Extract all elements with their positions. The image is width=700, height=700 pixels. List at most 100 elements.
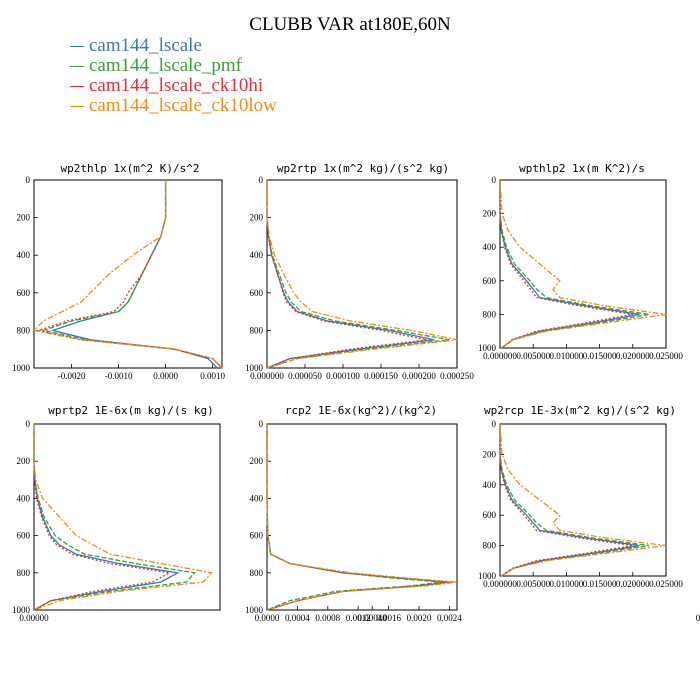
x-tick-label: 0.020000	[616, 579, 650, 589]
y-tick-label: 200	[17, 213, 31, 223]
x-tick-label: 0.000000	[250, 371, 284, 381]
x-tick-label: 0.0000	[153, 371, 178, 381]
x-tick-label: 0.025000	[649, 579, 683, 589]
y-tick-label: 1000	[12, 605, 31, 615]
series-line	[50, 180, 218, 369]
y-tick-label: 0	[492, 175, 497, 185]
series-line	[33, 424, 213, 611]
x-tick-label: 0.0024	[437, 613, 462, 623]
x-tick-label: 0.015000	[583, 351, 617, 361]
x-tick-label: 0.000100	[326, 371, 360, 381]
panel-title: wp2rcp 1E-3x(m^2 kg)/(s^2 kg)	[484, 404, 676, 417]
x-tick-label: 0.0016	[376, 613, 401, 623]
x-tick-label: 0.0000	[255, 613, 280, 623]
y-tick-label: 200	[250, 456, 264, 466]
x-tick-label: 0.010000	[550, 351, 584, 361]
x-tick-label: 0.00040	[358, 613, 388, 623]
y-tick-label: 600	[17, 288, 31, 298]
plot-frame	[266, 179, 458, 369]
plot-frame	[33, 423, 221, 611]
series-line	[499, 180, 640, 349]
x-tick-label: 0.020000	[616, 351, 650, 361]
series-line	[266, 424, 450, 611]
series-line	[32, 180, 223, 369]
y-tick-label: 800	[17, 568, 31, 578]
series-line	[33, 424, 180, 611]
series-line	[499, 180, 650, 349]
plot-frame	[499, 179, 667, 349]
x-tick-label: -0.0010	[105, 371, 133, 381]
x-tick-label: 0.010000	[550, 579, 584, 589]
plot-frame	[266, 423, 458, 611]
series-line	[266, 424, 442, 611]
series-line	[499, 424, 633, 577]
x-tick-label: 0.0012	[346, 613, 371, 623]
y-tick-label: 1000	[245, 363, 264, 373]
x-tick-label: 0.005000	[516, 351, 550, 361]
x-tick-label: 0.000000	[483, 351, 517, 361]
x-tick-label: -0.0020	[58, 371, 86, 381]
legend-label: cam144_lscale_ck10hi	[89, 75, 264, 96]
y-tick-label: 600	[17, 531, 31, 541]
y-tick-label: 600	[250, 531, 264, 541]
panel-title: wprtp2 1E-6x(m kg)/(s kg)	[48, 404, 214, 417]
x-tick-label: 0.0004	[285, 613, 310, 623]
y-tick-label: 0	[259, 175, 264, 185]
y-tick-label: 1000	[245, 605, 264, 615]
panel-title: wp2thlp 1x(m^2 K)/s^2	[60, 162, 199, 175]
legend-item-cam144-lscale-ck10hi: cam144_lscale_ck10hi	[70, 76, 277, 96]
y-tick-label: 0	[26, 175, 31, 185]
y-tick-label: 200	[483, 209, 497, 219]
x-tick-label: 0.000250	[440, 371, 474, 381]
legend-swatch	[70, 66, 84, 68]
series-line	[36, 180, 223, 369]
y-tick-label: 200	[17, 456, 31, 466]
y-tick-label: 1000	[12, 363, 31, 373]
y-tick-label: 800	[250, 568, 264, 578]
legend: cam144_lscale cam144_lscale_pmf cam144_l…	[70, 36, 277, 116]
y-tick-label: 600	[483, 276, 497, 286]
series-line	[266, 180, 427, 369]
y-tick-label: 0	[492, 419, 497, 429]
x-tick-label: 0.000150	[364, 371, 398, 381]
x-tick-label: 0.000000	[483, 579, 517, 589]
legend-label: cam144_lscale	[89, 35, 202, 56]
page-title: CLUBB VAR at180E,60N	[249, 14, 451, 35]
x-tick-label: 0.0020	[407, 613, 432, 623]
y-tick-label: 0	[259, 419, 264, 429]
legend-label: cam144_lscale_pmf	[89, 55, 243, 76]
legend-swatch	[70, 46, 84, 48]
y-tick-label: 800	[250, 325, 264, 335]
x-tick-label: 0.005000	[516, 579, 550, 589]
y-tick-label: 0	[26, 419, 31, 429]
y-tick-label: 200	[483, 449, 497, 459]
plot-frame	[33, 179, 223, 369]
legend-swatch	[70, 106, 84, 108]
y-tick-label: 1000	[478, 343, 497, 353]
x-tick-label: 0.000050	[288, 371, 322, 381]
y-tick-label: 200	[250, 213, 264, 223]
series-line	[499, 423, 667, 577]
series-line	[499, 424, 650, 577]
x-tick-label: 0.000200	[402, 371, 436, 381]
legend-label: cam144_lscale_ck10low	[89, 95, 277, 116]
series-line	[266, 180, 435, 369]
series-line	[499, 180, 633, 349]
series-line	[266, 180, 458, 369]
series-line	[33, 424, 172, 611]
series-line	[266, 424, 458, 611]
y-tick-label: 800	[17, 325, 31, 335]
panel-title: rcp2 1E-6x(kg^2)/(kg^2)	[285, 404, 437, 417]
legend-item-cam144-lscale-pmf: cam144_lscale_pmf	[70, 56, 277, 76]
y-tick-label: 800	[483, 309, 497, 319]
x-tick-label: 0.015000	[583, 579, 617, 589]
y-tick-label: 600	[250, 288, 264, 298]
series-line	[33, 424, 196, 611]
y-tick-label: 400	[250, 250, 264, 260]
y-tick-label: 1000	[478, 571, 497, 581]
x-tick-label: 0.0010	[200, 371, 225, 381]
y-tick-label: 400	[483, 480, 497, 490]
y-tick-label: 400	[483, 242, 497, 252]
